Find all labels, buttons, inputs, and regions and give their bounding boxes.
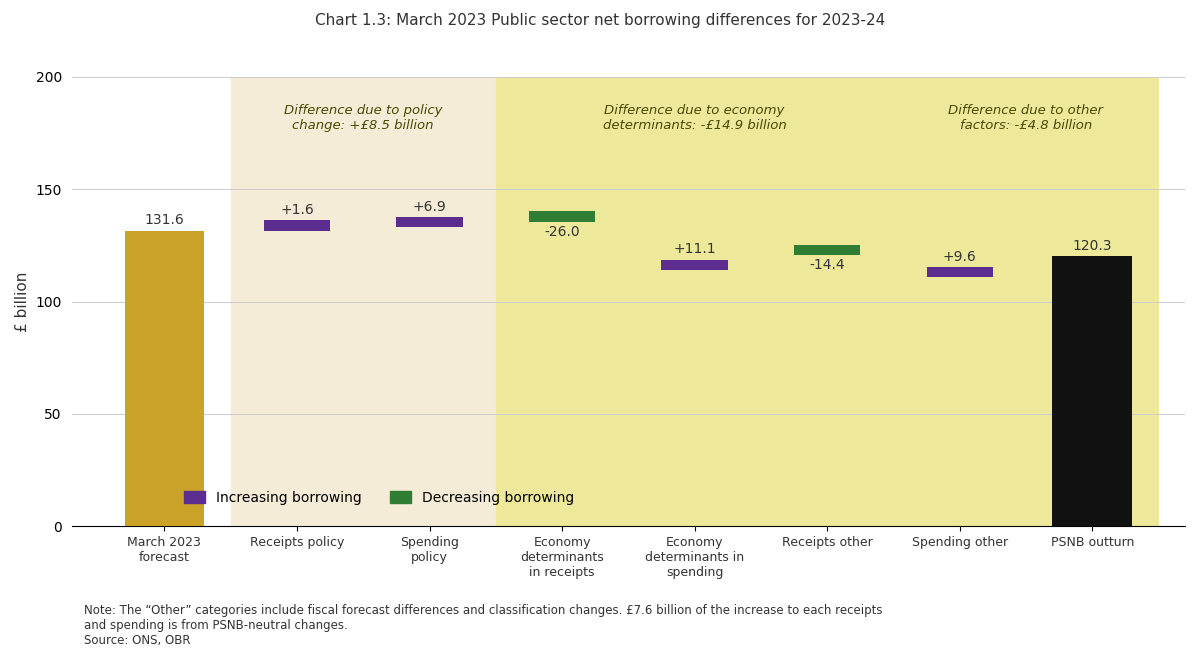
Text: +6.9: +6.9 [413,199,446,214]
Bar [926,267,992,277]
Y-axis label: £ billion: £ billion [16,271,30,332]
Bar [894,77,1158,526]
Bar [264,220,330,230]
Text: Note: The “Other” categories include fiscal forecast differences and classificat: Note: The “Other” categories include fis… [84,604,882,647]
Text: Difference due to policy
change: +£8.5 billion: Difference due to policy change: +£8.5 b… [284,104,443,132]
Legend: Increasing borrowing, Decreasing borrowing: Increasing borrowing, Decreasing borrowi… [179,485,580,510]
Text: Difference due to other
factors: -£4.8 billion: Difference due to other factors: -£4.8 b… [948,104,1104,132]
Bar [230,77,496,526]
Bar [396,217,463,227]
Text: -14.4: -14.4 [809,259,845,273]
Bar [1052,256,1132,526]
Text: 120.3: 120.3 [1073,239,1112,253]
Bar [794,245,860,255]
Text: +11.1: +11.1 [673,242,716,257]
Text: Difference due to economy
determinants: -£14.9 billion: Difference due to economy determinants: … [602,104,786,132]
Text: +9.6: +9.6 [943,250,977,264]
Text: -26.0: -26.0 [545,225,580,239]
Text: +1.6: +1.6 [280,203,314,217]
Bar [496,77,894,526]
Bar [661,260,727,270]
Bar [125,230,204,526]
Text: 131.6: 131.6 [144,213,185,227]
Bar [529,211,595,222]
Text: Chart 1.3: March 2023 Public sector net borrowing differences for 2023-24: Chart 1.3: March 2023 Public sector net … [314,13,886,28]
